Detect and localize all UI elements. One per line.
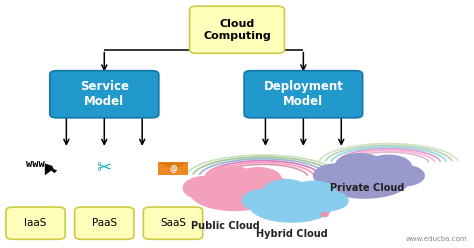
Text: Cloud
Computing: Cloud Computing — [203, 19, 271, 41]
Polygon shape — [158, 162, 188, 169]
FancyBboxPatch shape — [158, 162, 188, 175]
Ellipse shape — [242, 189, 286, 212]
Text: Public Cloud: Public Cloud — [191, 221, 260, 231]
Ellipse shape — [190, 176, 279, 211]
Text: PaaS: PaaS — [91, 218, 117, 228]
Text: Deployment
Model: Deployment Model — [264, 80, 343, 108]
Text: Hybrid Cloud: Hybrid Cloud — [255, 229, 328, 239]
Ellipse shape — [263, 179, 310, 204]
FancyBboxPatch shape — [190, 6, 284, 53]
Text: Private Cloud: Private Cloud — [330, 184, 404, 193]
Ellipse shape — [335, 153, 385, 179]
Ellipse shape — [309, 190, 349, 211]
Text: @: @ — [169, 165, 177, 174]
Text: SaaS: SaaS — [160, 218, 186, 228]
FancyBboxPatch shape — [6, 207, 65, 239]
Ellipse shape — [383, 165, 425, 186]
Text: www: www — [26, 159, 45, 169]
Ellipse shape — [320, 212, 329, 217]
FancyBboxPatch shape — [74, 207, 134, 239]
FancyBboxPatch shape — [244, 71, 363, 118]
Text: www.educba.com: www.educba.com — [405, 236, 467, 242]
Ellipse shape — [313, 163, 360, 188]
Polygon shape — [45, 164, 57, 175]
Text: IaaS: IaaS — [24, 218, 47, 228]
Ellipse shape — [249, 189, 334, 223]
FancyBboxPatch shape — [50, 71, 159, 118]
FancyBboxPatch shape — [143, 207, 202, 239]
Text: Service
Model: Service Model — [80, 80, 129, 108]
Ellipse shape — [182, 176, 229, 200]
Ellipse shape — [253, 177, 294, 199]
Text: ✂: ✂ — [97, 160, 112, 178]
Ellipse shape — [292, 181, 336, 202]
Ellipse shape — [204, 165, 255, 191]
Ellipse shape — [320, 163, 410, 199]
Ellipse shape — [235, 167, 282, 190]
Ellipse shape — [365, 155, 412, 178]
